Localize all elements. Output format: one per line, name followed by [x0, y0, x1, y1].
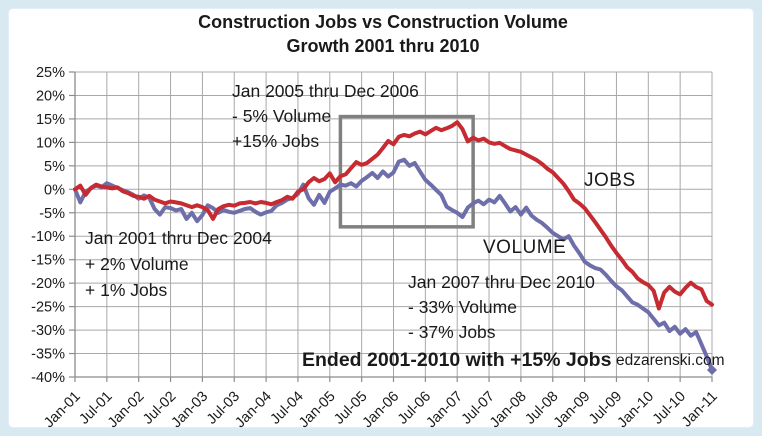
annotation-2007-2010-line1: Jan 2007 thru Dec 2010	[408, 272, 595, 292]
jobs-series-label: JOBS	[584, 170, 636, 191]
x-tick-label: Jan-05	[296, 389, 339, 432]
highlight-box	[338, 114, 475, 229]
x-tick-label: Jan-03	[169, 389, 212, 432]
grid-layer	[69, 71, 713, 382]
y-tick-label: -25%	[31, 300, 65, 316]
y-tick-label: 0%	[44, 182, 65, 198]
annotation-2001-2004-line2: + 2% Volume	[85, 254, 189, 274]
annotation-2001-2004-line1: Jan 2001 thru Dec 2004	[85, 228, 272, 248]
y-tick-label: 15%	[36, 112, 65, 128]
watermark-edzarenski: edzarenski.com	[616, 352, 725, 369]
y-tick-label: -10%	[31, 229, 65, 245]
volume-series-label: VOLUME	[483, 237, 566, 258]
y-tick-label: -30%	[31, 323, 65, 339]
y-tick-label: 5%	[44, 159, 65, 175]
annotation-2001-2004-line3: + 1% Jobs	[85, 280, 167, 300]
annotation-2005-2006-line3: +15% Jobs	[232, 131, 319, 151]
volume-line	[73, 157, 714, 372]
annotation-2005-2006-line2: - 5% Volume	[232, 106, 331, 126]
chart-title-line1: Construction Jobs vs Construction Volume	[198, 12, 568, 32]
annotation-2005-2006-line1: Jan 2005 thru Dec 2006	[232, 81, 419, 101]
x-tick-label: Jan-01	[41, 389, 84, 432]
tick-label-layer: 25% 20% 15% 10% 5% 0% -5% -10% -15% -20% -25% -30% -…	[31, 65, 721, 431]
x-tick-label: Jan-09	[551, 389, 594, 432]
volume-end-marker	[707, 364, 717, 375]
series-layer	[73, 114, 717, 375]
y-tick-label: 10%	[36, 135, 65, 151]
y-tick-label: 20%	[36, 88, 65, 104]
x-tick-label: Jan-08	[487, 389, 530, 432]
y-tick-label: -20%	[31, 276, 65, 292]
annotation-ended-summary: Ended 2001-2010 with +15% Jobs	[302, 349, 612, 371]
x-tick-label: Jan-11	[679, 389, 721, 431]
x-tick-label: Jan-06	[360, 389, 403, 432]
annotation-2007-2010-line3: - 37% Jobs	[408, 322, 496, 342]
chart-title-line2: Growth 2001 thru 2010	[286, 36, 479, 56]
x-tick-label: Jan-07	[423, 389, 466, 432]
y-tick-label: -15%	[31, 253, 65, 269]
annotation-2007-2010-line2: - 33% Volume	[408, 297, 517, 317]
x-tick-label: Jan-04	[232, 389, 275, 432]
y-tick-label: -35%	[31, 347, 65, 363]
x-tick-label: Jan-02	[105, 389, 148, 432]
y-tick-label: 25%	[36, 65, 65, 81]
x-tick-label: Jan-10	[614, 389, 657, 432]
y-tick-label: -40%	[31, 370, 65, 386]
chart-card	[8, 8, 754, 428]
y-tick-label: -5%	[39, 206, 65, 222]
jobs-line	[73, 120, 714, 311]
